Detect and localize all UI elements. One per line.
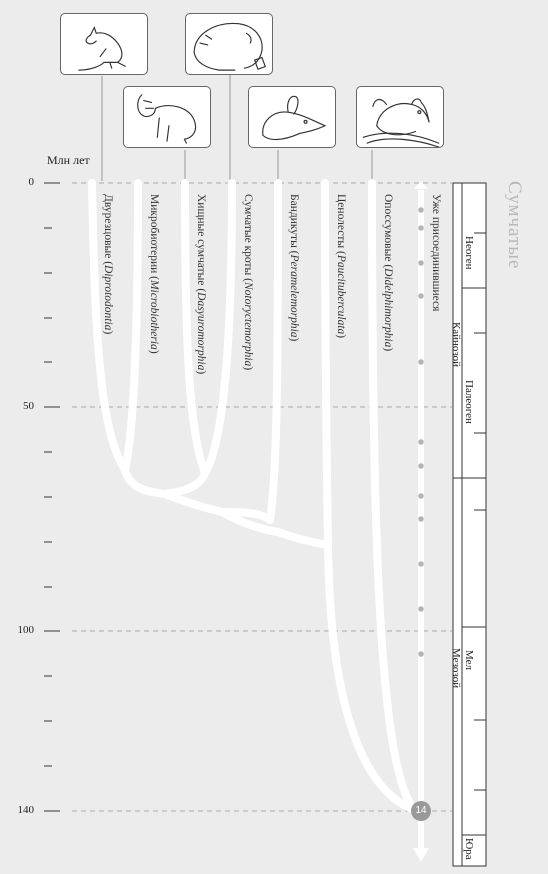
tree-branches	[88, 179, 419, 814]
clade-label-paucituberculata: Ценолесты (Paucituberculata)	[335, 194, 347, 339]
join-7	[371, 476, 419, 814]
axis-title: Млн лет	[47, 153, 90, 167]
join-6	[274, 528, 332, 549]
arrow-down	[413, 848, 429, 862]
period-label-paleogene: Палеоген	[463, 380, 475, 424]
clade-label-microbiotheria: Микробиотерии (Microbiotheria)	[148, 194, 160, 354]
group-title: Сумчатые	[504, 181, 525, 270]
branch-microbiotheria	[121, 179, 142, 474]
arrow-up	[414, 181, 428, 189]
period-label-neogene: Неоген	[463, 236, 475, 270]
branch-peramelemorphia	[266, 179, 282, 524]
branch-notoryctemorphia	[201, 179, 236, 477]
clade-label-diprotodontia: Двурезцовые (Diprotodontia)	[102, 194, 114, 335]
tick-label-0: 0	[28, 176, 35, 188]
era-label-cenozoic: Кайнозой	[450, 322, 462, 368]
picture-connectors	[101, 62, 373, 181]
geologic-scale	[452, 182, 487, 867]
clade-label-notoryctemorphia: Сумчатые кроты (Notoryctemorphia)	[242, 194, 254, 371]
joined-dots	[418, 207, 424, 657]
join-3	[161, 490, 226, 516]
branch-diprotodontia	[88, 179, 129, 474]
join-1	[121, 466, 169, 498]
branch-paucituberculata	[321, 179, 332, 549]
period-label-cretaceous: Мел	[463, 650, 475, 671]
joined-label: Уже присоединившиеся	[430, 194, 442, 312]
clade-label-dasyuromorphia: Хищные сумчатые (Dasyuromorphia)	[195, 194, 207, 375]
wombat-icon	[185, 13, 273, 75]
clade-label-didelphimorphia: Опоссумовые (Didelphimorphia)	[382, 194, 394, 352]
join-2	[161, 469, 209, 498]
axis-ticks	[44, 182, 60, 812]
branch-didelphimorphia	[368, 179, 379, 484]
tick-label-100: 100	[17, 624, 35, 636]
branch-dasyuromorphia	[181, 179, 209, 477]
period-label-jurassic: Юра	[463, 838, 475, 860]
count-badge: 14	[411, 801, 431, 821]
tasmanian-devil-icon	[123, 86, 211, 148]
kangaroo-icon	[60, 13, 148, 75]
tick-label-140: 140	[17, 804, 35, 816]
gridlines	[72, 182, 452, 812]
bandicoot-icon	[248, 86, 336, 148]
era-label-mesozoic: Мезозой	[450, 648, 462, 689]
clade-label-peramelemorphia: Бандикуты (Peramelemorphia)	[288, 194, 300, 342]
joined-line	[413, 181, 429, 862]
join-8	[324, 541, 419, 814]
opossum-icon	[356, 86, 444, 148]
tick-label-50: 50	[23, 400, 34, 412]
